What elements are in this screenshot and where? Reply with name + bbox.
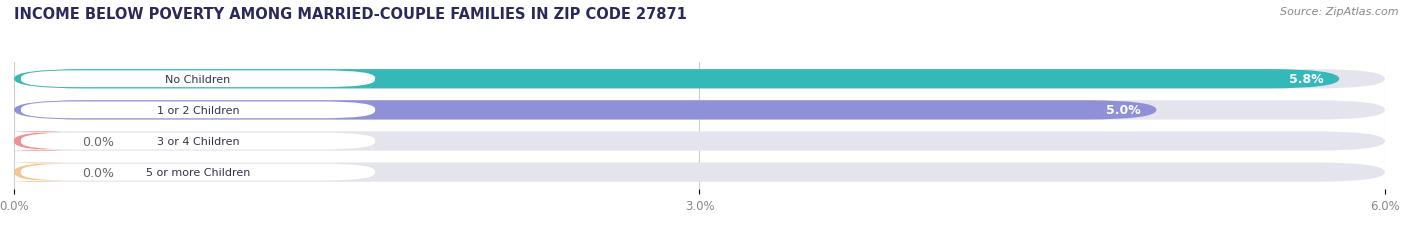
Text: 5.8%: 5.8% — [1288, 73, 1323, 86]
FancyBboxPatch shape — [21, 133, 375, 150]
Text: No Children: No Children — [166, 74, 231, 84]
FancyBboxPatch shape — [0, 132, 77, 151]
FancyBboxPatch shape — [14, 132, 1385, 151]
Text: 5.0%: 5.0% — [1105, 104, 1140, 117]
FancyBboxPatch shape — [21, 102, 375, 119]
FancyBboxPatch shape — [14, 101, 1385, 120]
FancyBboxPatch shape — [14, 163, 1385, 182]
Text: 3 or 4 Children: 3 or 4 Children — [156, 137, 239, 146]
FancyBboxPatch shape — [14, 70, 1385, 89]
FancyBboxPatch shape — [21, 164, 375, 181]
Text: INCOME BELOW POVERTY AMONG MARRIED-COUPLE FAMILIES IN ZIP CODE 27871: INCOME BELOW POVERTY AMONG MARRIED-COUPL… — [14, 7, 688, 22]
Text: 5 or more Children: 5 or more Children — [146, 167, 250, 177]
Text: Source: ZipAtlas.com: Source: ZipAtlas.com — [1281, 7, 1399, 17]
Text: 1 or 2 Children: 1 or 2 Children — [156, 105, 239, 115]
FancyBboxPatch shape — [0, 163, 77, 182]
FancyBboxPatch shape — [14, 101, 1156, 120]
Text: 0.0%: 0.0% — [83, 135, 115, 148]
FancyBboxPatch shape — [21, 71, 375, 88]
Text: 0.0%: 0.0% — [83, 166, 115, 179]
FancyBboxPatch shape — [14, 70, 1340, 89]
